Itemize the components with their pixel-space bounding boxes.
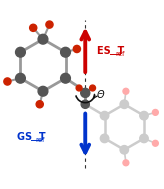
Circle shape <box>38 34 48 44</box>
Circle shape <box>153 109 158 115</box>
Text: ref: ref <box>36 137 45 143</box>
Circle shape <box>100 111 109 120</box>
Text: GS  T: GS T <box>17 132 46 142</box>
Text: ref: ref <box>115 50 125 57</box>
Circle shape <box>46 21 53 28</box>
Circle shape <box>36 101 43 108</box>
Circle shape <box>123 160 129 166</box>
Circle shape <box>90 85 95 91</box>
Text: Θ: Θ <box>97 90 104 99</box>
Circle shape <box>120 146 129 154</box>
Circle shape <box>153 140 158 146</box>
Circle shape <box>38 86 48 96</box>
Circle shape <box>16 47 25 57</box>
Circle shape <box>120 100 129 108</box>
Circle shape <box>100 134 109 143</box>
Circle shape <box>81 88 90 97</box>
Circle shape <box>16 73 25 83</box>
Circle shape <box>81 100 89 108</box>
Circle shape <box>4 78 11 85</box>
Circle shape <box>76 85 82 91</box>
Circle shape <box>140 134 148 143</box>
Circle shape <box>123 88 129 94</box>
Circle shape <box>73 45 81 53</box>
Circle shape <box>61 47 70 57</box>
Circle shape <box>140 111 148 120</box>
Circle shape <box>61 73 70 83</box>
Text: ES  T: ES T <box>97 46 124 56</box>
Circle shape <box>30 24 37 31</box>
